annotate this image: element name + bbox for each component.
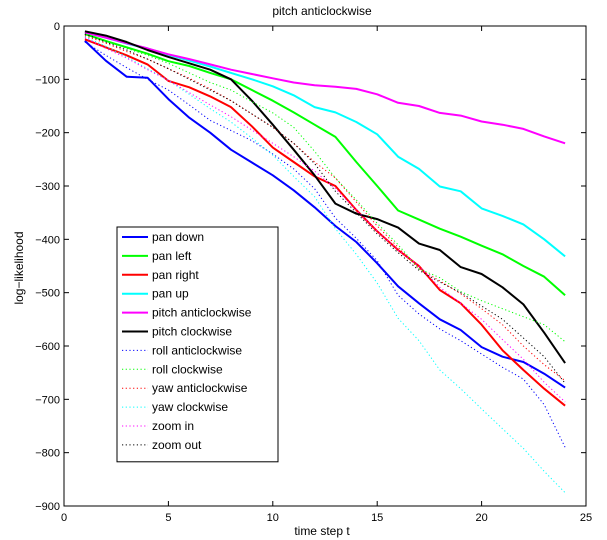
series-line-6 bbox=[84, 30, 566, 364]
legend-label-8: roll clockwise bbox=[152, 362, 223, 376]
x-tick-label: 5 bbox=[165, 512, 171, 524]
axis-ticks: 0 5 10 15 20 25 0 −100 −200 −300 −400 −500 −600 −700 −… bbox=[35, 21, 592, 524]
series-line-2 bbox=[84, 33, 566, 297]
legend-label-5: pitch anticlockwise bbox=[152, 306, 252, 320]
legend-label-2: pan left bbox=[152, 249, 192, 263]
legend-label-3: pan right bbox=[152, 268, 199, 282]
y-tick-label: 0 bbox=[54, 21, 60, 33]
series-line-9 bbox=[84, 35, 566, 382]
chart-title: pitch anticlockwise bbox=[272, 4, 372, 18]
y-tick-label: −900 bbox=[35, 501, 60, 513]
x-axis-title: time step t bbox=[294, 524, 350, 538]
legend-label-10: yaw clockwise bbox=[152, 400, 228, 414]
y-axis-title: log−likelihood bbox=[12, 231, 26, 304]
plot-lines bbox=[84, 30, 566, 494]
series-line-4 bbox=[84, 31, 566, 258]
legend-box bbox=[116, 226, 279, 463]
series-line-11 bbox=[84, 37, 566, 403]
plot-frame bbox=[63, 25, 587, 507]
legend: pan down pan left pan right pan up pitch ant… bbox=[116, 226, 279, 463]
y-tick-label: −200 bbox=[35, 128, 60, 140]
x-tick-label: 15 bbox=[371, 512, 383, 524]
legend-label-12: zoom out bbox=[152, 438, 202, 452]
series-line-1 bbox=[84, 40, 566, 389]
y-tick-label: −300 bbox=[35, 181, 60, 193]
x-tick-label: 20 bbox=[475, 512, 487, 524]
y-tick-label: −600 bbox=[35, 341, 60, 353]
y-tick-label: −100 bbox=[35, 74, 60, 86]
legend-label-1: pan down bbox=[152, 230, 204, 244]
x-tick-label: 0 bbox=[61, 512, 67, 524]
legend-label-9: yaw anticlockwise bbox=[152, 381, 248, 395]
series-line-5 bbox=[84, 31, 566, 145]
x-tick-label: 25 bbox=[580, 512, 592, 524]
legend-label-7: roll anticlockwise bbox=[152, 343, 242, 357]
series-line-10 bbox=[84, 36, 566, 494]
legend-label-4: pan up bbox=[152, 287, 189, 301]
x-tick-label: 10 bbox=[267, 512, 279, 524]
series-line-8 bbox=[84, 34, 566, 343]
y-tick-label: −700 bbox=[35, 394, 60, 406]
y-tick-label: −800 bbox=[35, 448, 60, 460]
legend-label-6: pitch clockwise bbox=[152, 325, 232, 339]
y-tick-label: −500 bbox=[35, 288, 60, 300]
legend-label-11: zoom in bbox=[152, 419, 194, 433]
y-tick-label: −400 bbox=[35, 234, 60, 246]
